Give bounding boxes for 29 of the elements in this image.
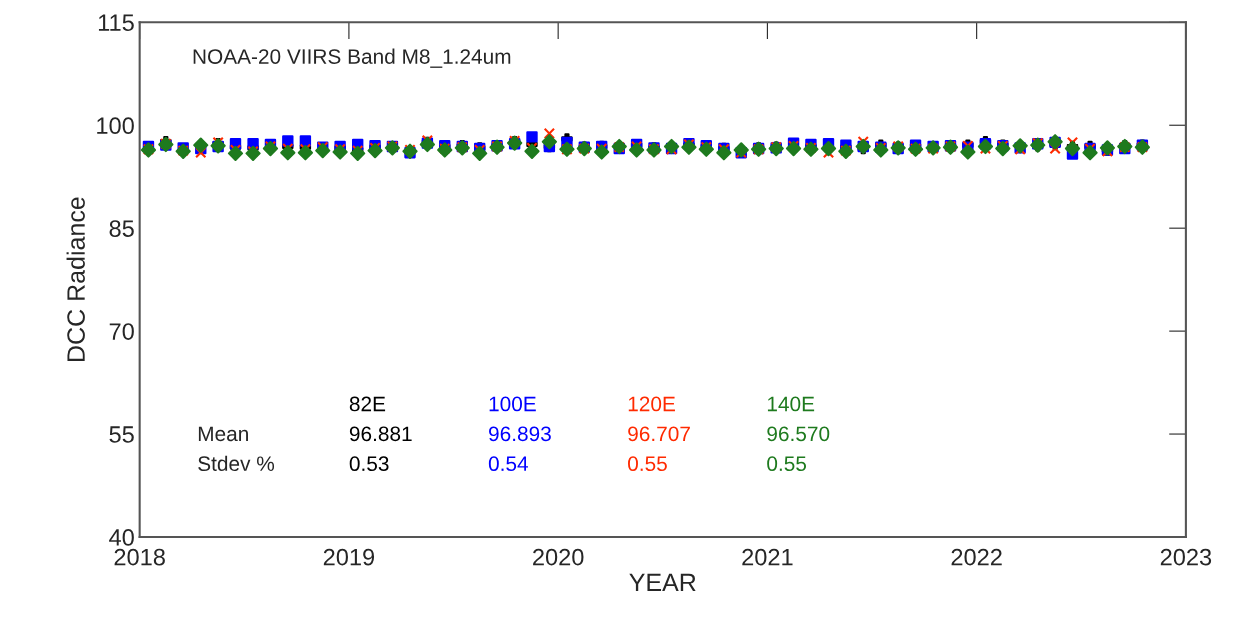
y-tick-label: 70 [109,323,134,340]
x-tick-label: 2023 [1160,548,1212,566]
x-tick-label: 2018 [114,548,165,566]
annotation: 0.55 [767,456,807,472]
annotation: 0.53 [349,456,389,472]
annotation: 0.55 [628,456,667,472]
y-tick-label: 115 [98,14,134,32]
text: 100E [489,396,536,412]
y-tick-label: 100 [97,117,134,135]
text: 82E [349,396,386,412]
annotation: 96.570 [767,426,830,442]
x-tick-label: 2022 [951,548,1002,566]
text: 120E [628,396,675,412]
text: NOAA-20 VIIRS Band M8_1.24um [193,48,511,68]
annotation: 0.54 [488,456,528,472]
y-tick-label: 40 [109,529,134,546]
annotation: 96.707 [628,426,690,442]
text: 140E [767,396,815,412]
x-tick-label: 2020 [533,548,584,566]
y-tick-label: 55 [109,426,134,443]
x-axis-title: YEAR [629,573,696,592]
annotation: 96.893 [489,426,551,442]
x-tick-label: 2021 [742,548,793,566]
y-axis-title: DCC Radiance [66,197,85,361]
y-tick-label: 85 [109,220,134,237]
annotation: Mean [198,426,248,442]
x-tick-label: 2019 [323,548,375,566]
annotation: 96.881 [349,426,412,442]
annotation: Stdev % [198,455,275,472]
